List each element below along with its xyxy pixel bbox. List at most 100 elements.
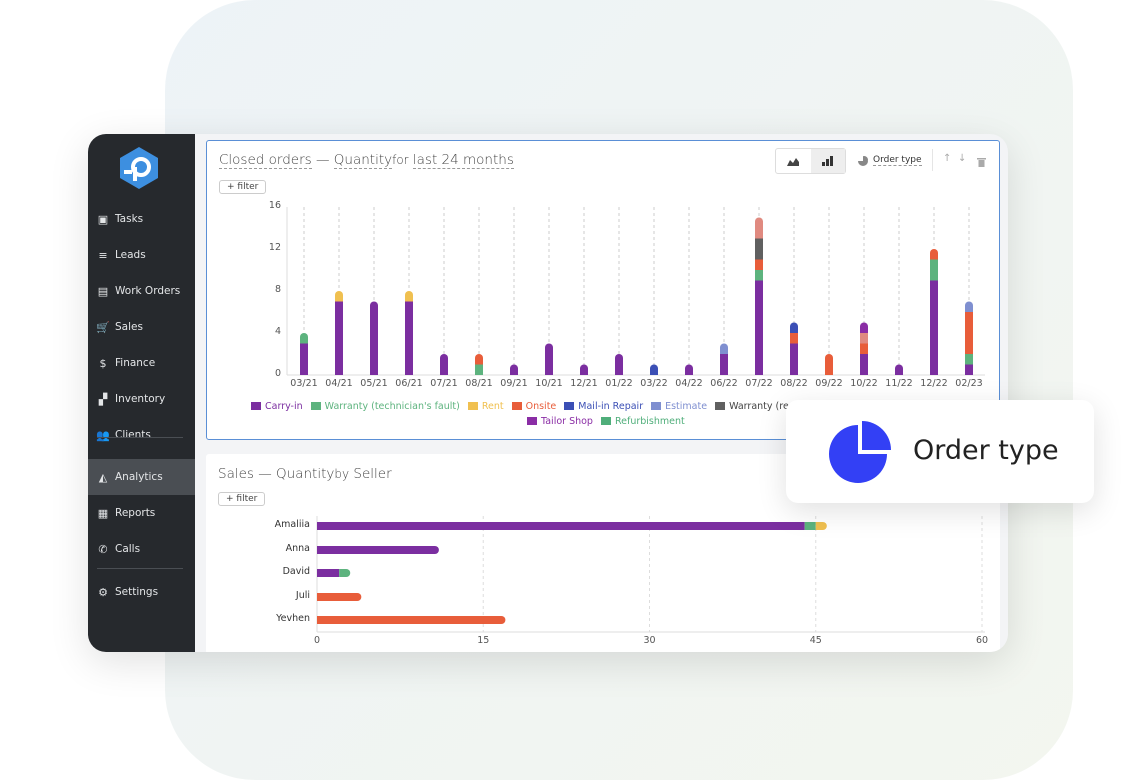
chart-legend: Carry-in Warranty (technician's fault) Ren… — [251, 401, 791, 412]
legend-label: Mail-in Repair — [578, 401, 644, 412]
sidebar-item-label: Tasks — [115, 213, 144, 225]
bar-segment[interactable] — [615, 354, 623, 375]
bar-segment[interactable] — [755, 280, 763, 376]
x-tick-label: 05/21 — [360, 378, 388, 389]
bar-segment[interactable] — [930, 259, 938, 281]
legend-item[interactable]: Refurbishment — [600, 416, 685, 427]
bar-segment[interactable] — [755, 238, 763, 260]
move-down-icon[interactable]: ↓ — [958, 153, 967, 164]
bar-segment[interactable] — [790, 322, 798, 334]
bar-segment[interactable] — [790, 333, 798, 344]
bar-segment[interactable] — [815, 522, 827, 530]
sidebar-item-sales[interactable]: 🛒 Sales — [88, 309, 195, 345]
metric-group[interactable]: Seller — [353, 466, 392, 482]
legend-item[interactable]: Tailor Shop — [527, 416, 593, 427]
area-chart-icon — [787, 158, 800, 166]
legend-item[interactable]: Rent — [467, 401, 504, 412]
bar-segment[interactable] — [335, 301, 343, 376]
add-filter-button[interactable]: + filter — [219, 180, 267, 194]
bar-segment[interactable] — [510, 364, 518, 376]
sidebar-item-calls[interactable]: ✆ Calls — [88, 531, 195, 567]
bar-segment[interactable] — [720, 343, 728, 355]
bar-segment[interactable] — [860, 322, 868, 334]
metric-entity[interactable]: Sales — [218, 466, 254, 482]
bar-segment[interactable] — [317, 546, 439, 554]
x-tick-label: 09/22 — [815, 378, 843, 389]
sidebar-item-work-orders[interactable]: ▤ Work Orders — [88, 273, 195, 309]
bar-segment[interactable] — [405, 301, 413, 376]
sidebar-item-reports[interactable]: ▦ Reports — [88, 495, 195, 531]
metric-period[interactable]: last 24 months — [412, 152, 514, 169]
x-tick-label: 01/22 — [605, 378, 633, 389]
metric-measure[interactable]: Quantity — [333, 152, 393, 169]
bar-segment[interactable] — [300, 333, 308, 344]
bar-segment[interactable] — [755, 270, 763, 281]
bar-chart-button[interactable] — [810, 149, 845, 173]
order-type-callout: Order type — [786, 400, 1094, 503]
sidebar-item-inventory[interactable]: ▞ Inventory — [88, 381, 195, 417]
bar-segment[interactable] — [650, 364, 658, 376]
bar-segment[interactable] — [825, 354, 833, 375]
move-up-icon[interactable]: ↑ — [943, 153, 952, 164]
bar-segment[interactable] — [580, 364, 588, 376]
bar-segment[interactable] — [405, 291, 413, 302]
bar-segment[interactable] — [335, 291, 343, 302]
trash-icon[interactable] — [977, 157, 986, 167]
legend-item[interactable]: Onsite — [511, 401, 556, 412]
legend-item[interactable]: Warranty (technician's fault) — [310, 401, 460, 412]
bar-segment[interactable] — [895, 364, 903, 376]
x-tick-label: 10/22 — [850, 378, 878, 389]
bar-segment[interactable] — [317, 522, 805, 530]
bar-segment[interactable] — [965, 312, 973, 354]
legend-item[interactable]: Warranty (reduced perce — [715, 401, 791, 412]
y-tick-label: 4 — [274, 326, 281, 337]
legend-item[interactable]: Carry-in — [251, 401, 303, 412]
group-by-selector[interactable]: Order type — [873, 155, 922, 166]
bar-segment[interactable] — [475, 354, 483, 365]
bar-segment[interactable] — [755, 259, 763, 271]
app-logo — [120, 147, 158, 189]
bar-segment[interactable] — [440, 354, 448, 375]
inbox-icon: ▤ — [97, 284, 109, 298]
legend-swatch — [467, 402, 478, 410]
seller-label: Juli — [295, 590, 310, 601]
bar-segment[interactable] — [339, 569, 351, 577]
legend-item[interactable]: Estimate — [651, 401, 707, 412]
metric-entity[interactable]: Closed orders — [219, 152, 312, 169]
sidebar-item-leads[interactable]: ≡ Leads — [88, 237, 195, 273]
bar-segment[interactable] — [300, 343, 308, 376]
bar-segment[interactable] — [965, 364, 973, 376]
sidebar-item-tasks[interactable]: ▣ Tasks — [88, 201, 195, 237]
bar-segment[interactable] — [317, 593, 362, 601]
bar-segment[interactable] — [860, 343, 868, 355]
bar-segment[interactable] — [685, 364, 693, 376]
area-chart-button[interactable] — [776, 149, 811, 173]
x-tick-label: 45 — [809, 635, 822, 646]
bar-segment[interactable] — [965, 354, 973, 365]
legend-item[interactable]: Mail-in Repair — [564, 401, 643, 412]
bar-segment[interactable] — [930, 249, 938, 260]
sidebar-item-settings[interactable]: ⚙ Settings — [88, 574, 195, 610]
bar-segment[interactable] — [930, 280, 938, 376]
bar-segment[interactable] — [790, 343, 798, 376]
bar-segment[interactable] — [860, 354, 868, 375]
sidebar-item-clients[interactable]: 👥 Clients — [88, 417, 195, 453]
bar-segment[interactable] — [545, 343, 553, 376]
bar-segment[interactable] — [860, 333, 868, 344]
metric-measure[interactable]: Quantity — [276, 466, 335, 482]
sidebar-item-finance[interactable]: $ Finance — [88, 345, 195, 381]
add-filter-button[interactable]: + filter — [218, 492, 266, 506]
bar-segment[interactable] — [755, 217, 763, 239]
pie-icon — [858, 156, 868, 166]
bar-segment[interactable] — [317, 569, 340, 577]
x-tick-label: 07/21 — [430, 378, 458, 389]
legend-swatch — [310, 402, 321, 410]
bar-segment[interactable] — [804, 522, 816, 530]
sidebar-item-analytics[interactable]: ◭ Analytics — [88, 459, 195, 495]
bar-segment[interactable] — [370, 301, 378, 376]
bar-segment[interactable] — [720, 354, 728, 375]
bar-segment[interactable] — [475, 364, 483, 376]
bar-segment[interactable] — [317, 616, 506, 624]
bar-segment[interactable] — [965, 301, 973, 313]
